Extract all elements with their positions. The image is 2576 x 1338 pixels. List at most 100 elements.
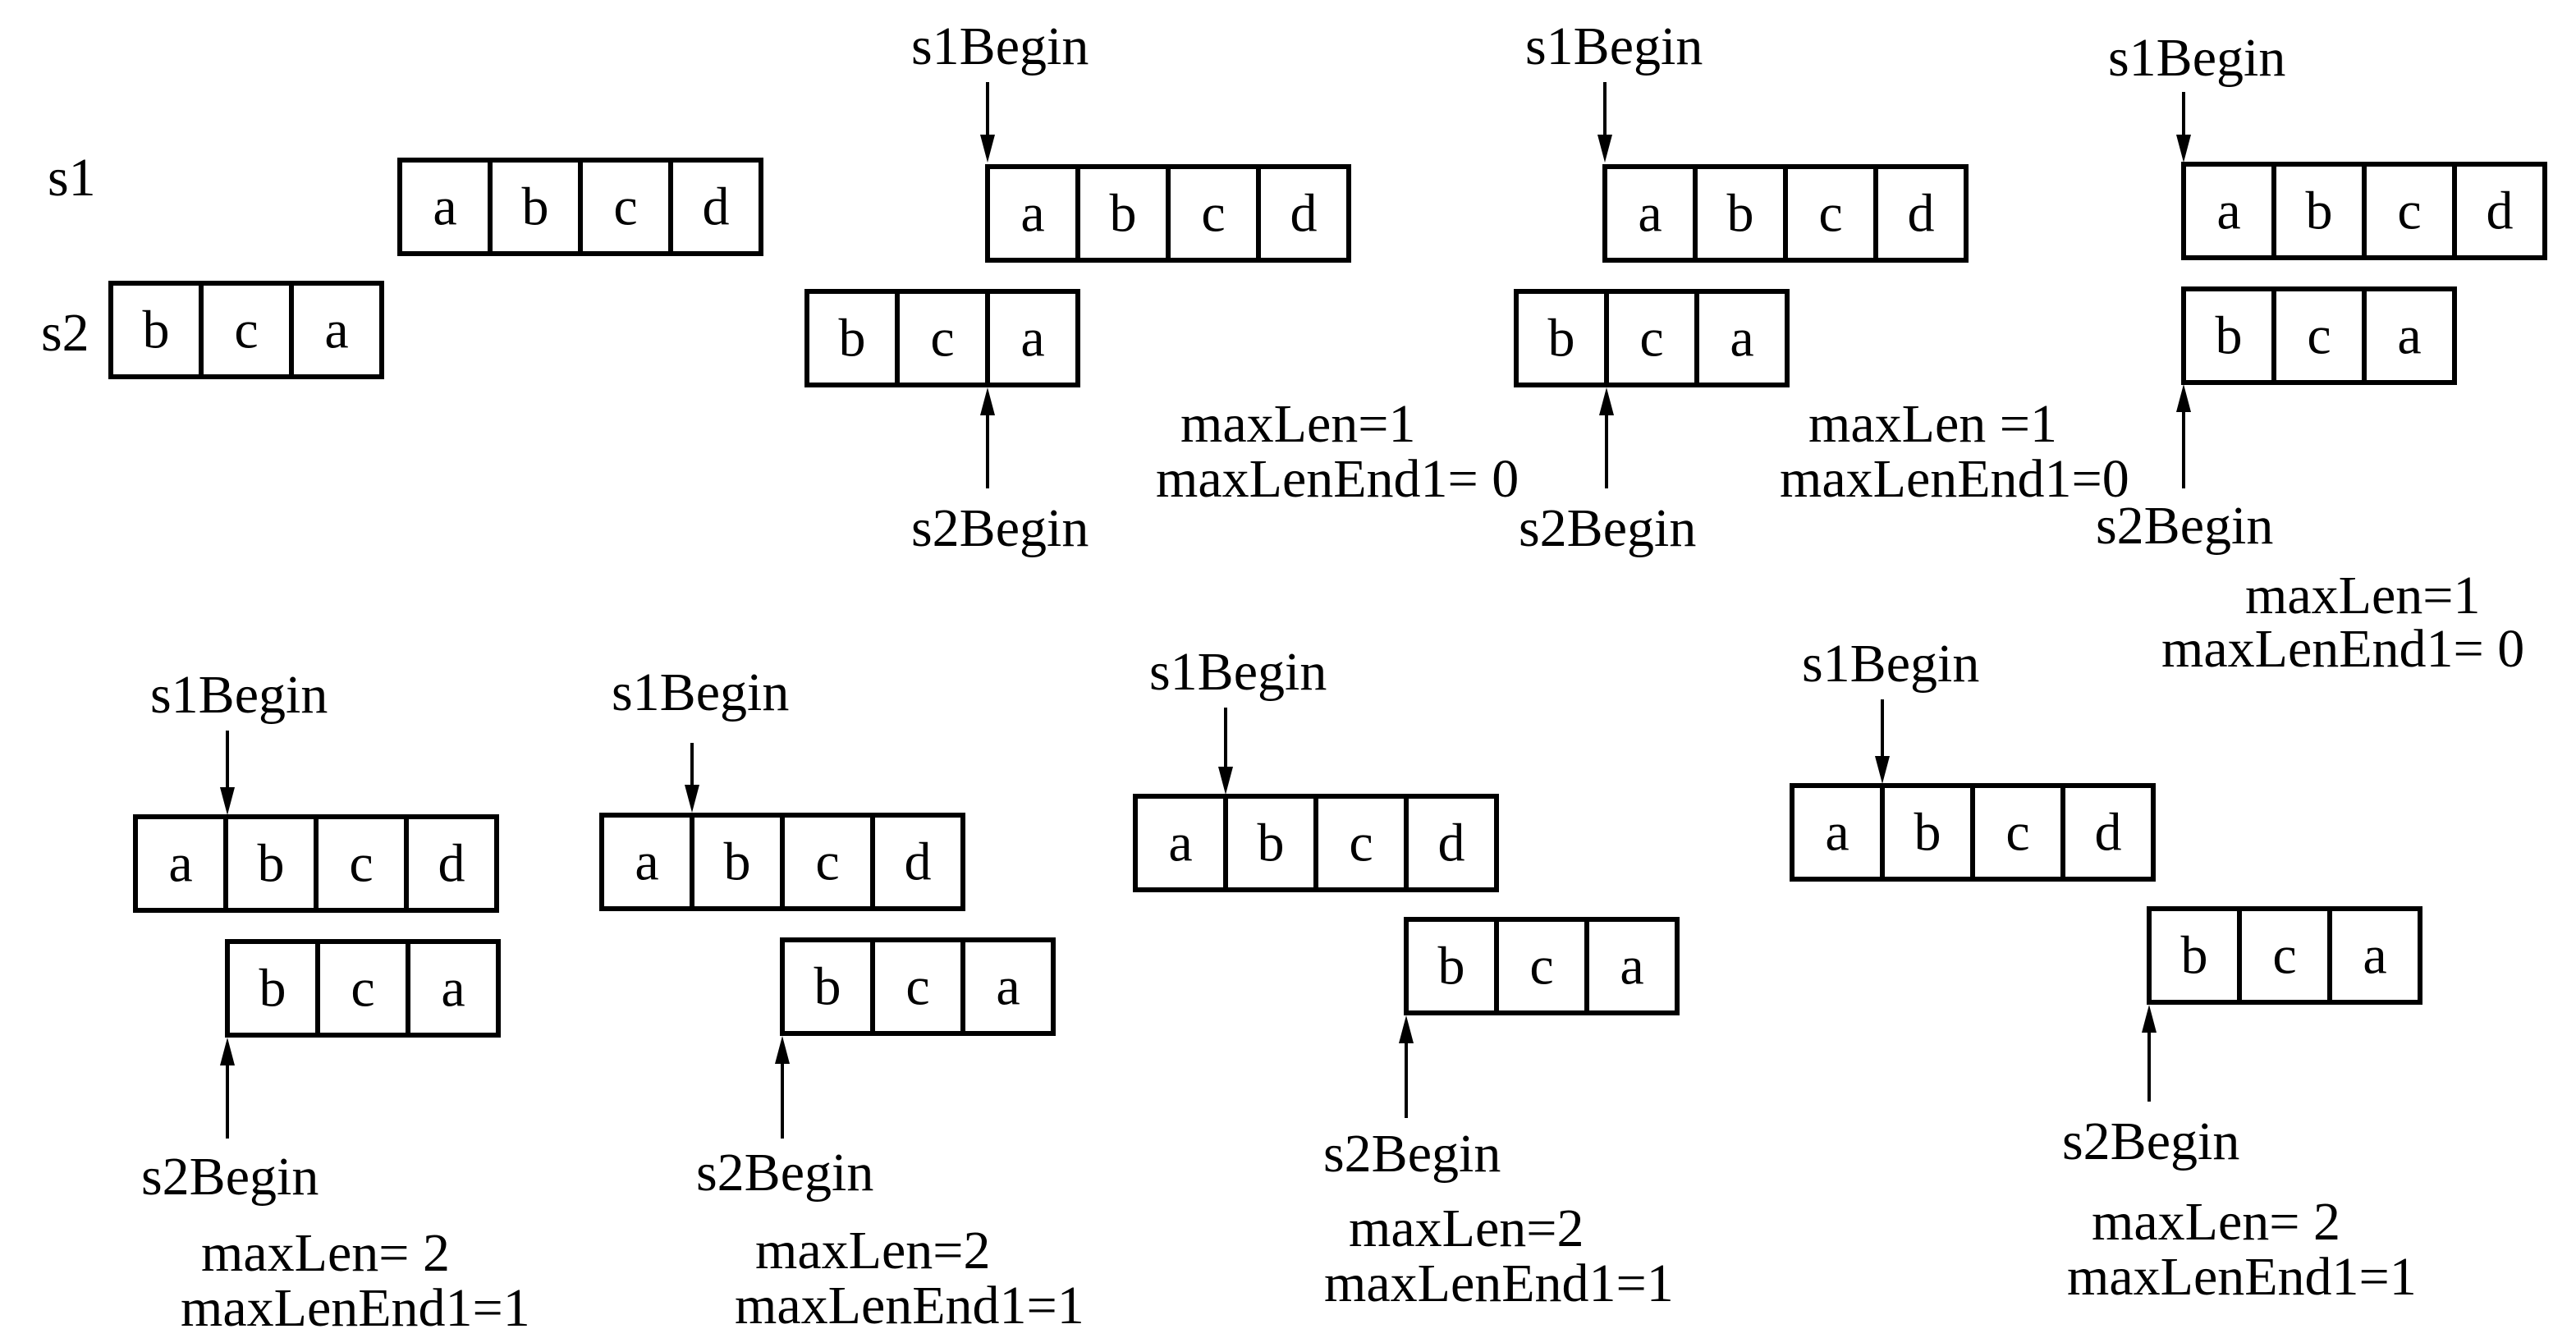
s1-cell-char: b xyxy=(724,832,751,892)
s2-cell-char: c xyxy=(2272,926,2296,986)
s2-begin-label: s2Begin xyxy=(141,1147,319,1207)
s1-cell-char: b xyxy=(1727,184,1754,244)
s2-cell-char: a xyxy=(1020,309,1044,369)
arrow-head xyxy=(2142,1005,2157,1033)
arrow-head xyxy=(2176,384,2191,412)
s1-cell xyxy=(690,813,785,911)
s1-cell-char: a xyxy=(635,832,658,892)
s1-cell-char: a xyxy=(1638,184,1662,244)
s1-cell-char: b xyxy=(522,177,549,237)
arrow-head xyxy=(1399,1015,1414,1043)
s1-cell-char: d xyxy=(438,834,465,894)
s2-cell xyxy=(2181,286,2276,385)
s2-cell xyxy=(225,939,320,1038)
arrow-head xyxy=(775,1036,790,1064)
s2-cell-char: c xyxy=(1529,937,1553,997)
s1-cell-char: c xyxy=(815,832,839,892)
s1-cell xyxy=(578,158,673,256)
s1-cell xyxy=(668,158,763,256)
s2-cell-char: c xyxy=(1639,309,1663,369)
s1-cell-char: c xyxy=(2005,803,2029,863)
s1-cell-char: b xyxy=(1258,813,1285,873)
s1-cell xyxy=(2362,162,2457,260)
s1-cell-char: d xyxy=(905,832,932,892)
s1-cell xyxy=(314,814,409,913)
s1-array: a b c d xyxy=(1790,783,2156,882)
panel-step-8: s1Begin a b c d b c a s2Begin maxLen= 2 maxLe… xyxy=(1790,634,2422,1307)
s2-cell-char: b xyxy=(1548,309,1575,369)
s1-cell xyxy=(488,158,583,256)
s2-cell-char: b xyxy=(814,957,841,1017)
s2-cell xyxy=(870,937,965,1036)
s1-cell xyxy=(1133,794,1228,892)
arrow-head xyxy=(1599,387,1614,415)
s1-cell xyxy=(2060,783,2156,882)
s1-array: a b c d xyxy=(599,813,965,911)
s1-cell xyxy=(2271,162,2367,260)
s2-cell-char: a xyxy=(1620,937,1643,997)
result-max-len: maxLen= 2 xyxy=(201,1223,450,1283)
s1-begin-arrow xyxy=(1875,699,1890,784)
panel-step-5: s1Begin a b c d b c a s2Begin maxLen= 2 maxLe… xyxy=(133,665,530,1338)
s1-cell-char: a xyxy=(1168,813,1192,873)
s1-array: a b c d xyxy=(2181,162,2547,260)
s1-name: s1 xyxy=(48,148,96,208)
s1-cell-char: a xyxy=(1825,803,1849,863)
result-max-len-end: maxLenEnd1= 0 xyxy=(1156,449,1519,509)
s1-cell-char: d xyxy=(2095,803,2122,863)
s1-begin-arrow xyxy=(685,743,699,813)
s2-cell xyxy=(289,281,384,379)
s2-cell-char: c xyxy=(2307,306,2331,366)
s1-begin-arrow xyxy=(1597,82,1612,163)
s1-cell xyxy=(1404,794,1499,892)
arrow-head xyxy=(1218,767,1233,795)
s1-begin-label: s1Begin xyxy=(1525,16,1703,76)
s2-cell xyxy=(108,281,204,379)
arrow-head xyxy=(1597,135,1612,163)
panel-step-6: s1Begin a b c d b c a s2Begin maxLen=2 maxLen… xyxy=(599,662,1084,1336)
s2-cell-char: b xyxy=(143,300,170,360)
arrow-head xyxy=(2176,135,2191,163)
s1-cell xyxy=(1223,794,1318,892)
s2-begin-arrow xyxy=(1599,387,1614,488)
s2-cell-char: b xyxy=(2216,306,2243,366)
s1-cell xyxy=(1693,164,1788,263)
s1-begin-label: s1Begin xyxy=(911,16,1089,76)
s1-cell xyxy=(223,814,319,913)
s2-begin-label: s2Begin xyxy=(1519,498,1696,558)
result-max-len: maxLen= 2 xyxy=(2092,1192,2340,1252)
s2-cell xyxy=(780,937,875,1036)
s1-cell-char: d xyxy=(1290,184,1318,244)
s1-cell-char: d xyxy=(1438,813,1465,873)
s2-cell xyxy=(1494,917,1589,1015)
s2-cell-char: c xyxy=(930,309,954,369)
s2-cell-char: c xyxy=(234,300,258,360)
s1-cell-char: b xyxy=(1110,184,1137,244)
s2-begin-arrow xyxy=(1399,1015,1414,1118)
s2-begin-label: s2Begin xyxy=(2096,496,2273,556)
s2-begin-label: s2Begin xyxy=(911,498,1089,558)
s1-cell-char: b xyxy=(258,834,285,894)
s1-array: a b c d xyxy=(133,814,499,913)
s1-cell-char: a xyxy=(168,834,192,894)
s1-cell-char: d xyxy=(1908,184,1935,244)
s2-cell-char: c xyxy=(905,957,929,1017)
s2-cell xyxy=(1604,289,1699,387)
result-max-len-end: maxLenEnd1=1 xyxy=(1324,1253,1674,1313)
s2-cell xyxy=(2237,906,2332,1005)
panel-initial: s1 s2 a b c d b c a xyxy=(41,148,763,379)
panel-step-3: s1Begin a b c d b c a s2Begin maxLen =1 maxLe… xyxy=(1780,28,2547,556)
s1-cell xyxy=(404,814,499,913)
s1-cell-char: b xyxy=(1914,803,1941,863)
result-max-len-end: maxLenEnd1=1 xyxy=(181,1278,530,1338)
s1-array: a b c d xyxy=(1602,164,1969,263)
s2-cell-char: b xyxy=(259,959,286,1019)
arrow-head xyxy=(220,787,235,815)
